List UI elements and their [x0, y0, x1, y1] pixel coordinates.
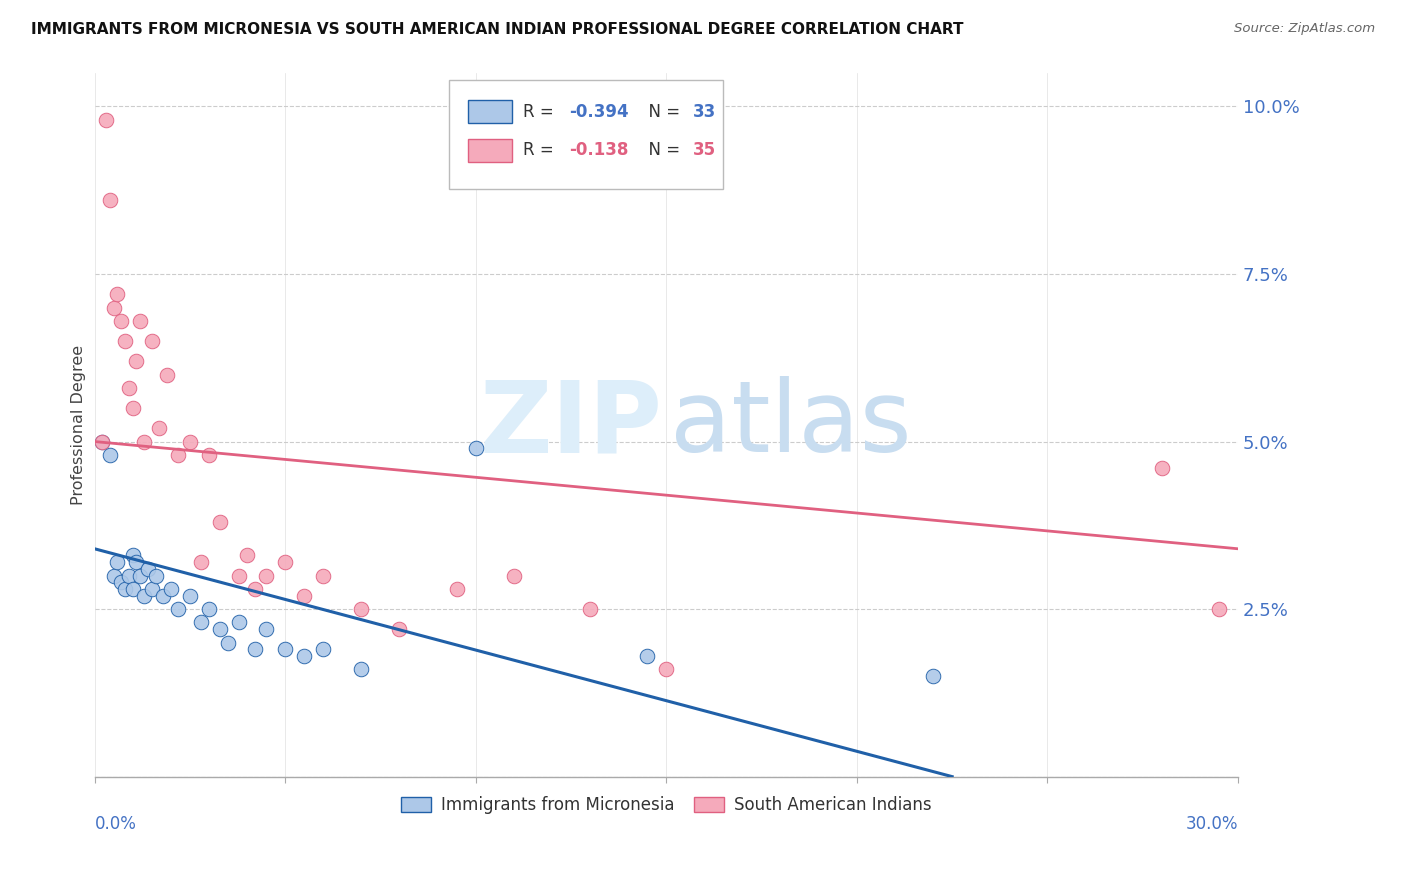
Point: [922, 669, 945, 683]
Point: [107, 287, 129, 301]
Point: [292, 648, 315, 663]
Point: [103, 301, 125, 315]
Point: [152, 589, 174, 603]
Text: 0.0%: 0.0%: [94, 815, 136, 833]
Point: [209, 515, 232, 529]
Point: [1208, 602, 1230, 616]
Point: [103, 568, 125, 582]
Point: [141, 334, 163, 348]
Point: [228, 568, 250, 582]
Text: R =: R =: [523, 103, 560, 120]
Point: [136, 562, 159, 576]
Point: [134, 434, 156, 449]
Point: [98, 448, 121, 462]
Text: atlas: atlas: [669, 376, 911, 474]
Text: R =: R =: [523, 141, 560, 160]
Point: [198, 448, 221, 462]
Point: [110, 575, 132, 590]
Point: [388, 622, 411, 636]
Point: [274, 555, 297, 569]
Text: Source: ZipAtlas.com: Source: ZipAtlas.com: [1234, 22, 1375, 36]
Point: [141, 582, 163, 596]
Point: [94, 112, 117, 127]
Point: [91, 434, 114, 449]
Point: [145, 568, 167, 582]
Point: [179, 589, 201, 603]
Point: [98, 194, 121, 208]
Point: [217, 635, 239, 649]
Point: [254, 568, 277, 582]
Text: IMMIGRANTS FROM MICRONESIA VS SOUTH AMERICAN INDIAN PROFESSIONAL DEGREE CORRELAT: IMMIGRANTS FROM MICRONESIA VS SOUTH AMER…: [31, 22, 963, 37]
Point: [243, 642, 266, 657]
Text: 33: 33: [693, 103, 716, 120]
Point: [114, 334, 136, 348]
Point: [236, 549, 259, 563]
Point: [134, 589, 156, 603]
Point: [636, 648, 658, 663]
Point: [190, 555, 212, 569]
Text: N =: N =: [638, 103, 685, 120]
FancyBboxPatch shape: [449, 80, 724, 189]
Point: [350, 602, 373, 616]
Point: [292, 589, 315, 603]
Text: 30.0%: 30.0%: [1185, 815, 1239, 833]
Point: [114, 582, 136, 596]
Point: [312, 642, 335, 657]
Point: [274, 642, 297, 657]
Point: [118, 568, 141, 582]
Text: -0.138: -0.138: [569, 141, 628, 160]
FancyBboxPatch shape: [468, 101, 512, 123]
Point: [579, 602, 602, 616]
Point: [502, 568, 524, 582]
Legend: Immigrants from Micronesia, South American Indians: Immigrants from Micronesia, South Americ…: [394, 789, 939, 821]
Text: ZIP: ZIP: [479, 376, 662, 474]
Point: [167, 602, 190, 616]
Point: [107, 555, 129, 569]
Text: N =: N =: [638, 141, 685, 160]
Point: [254, 622, 277, 636]
Point: [655, 662, 678, 676]
Point: [464, 442, 486, 456]
Point: [190, 615, 212, 630]
Text: 35: 35: [693, 141, 716, 160]
Point: [118, 381, 141, 395]
Point: [243, 582, 266, 596]
Y-axis label: Professional Degree: Professional Degree: [72, 344, 86, 505]
Point: [198, 602, 221, 616]
Point: [167, 448, 190, 462]
Point: [312, 568, 335, 582]
Point: [228, 615, 250, 630]
Point: [179, 434, 201, 449]
Point: [129, 314, 152, 328]
Point: [156, 368, 179, 382]
Point: [125, 354, 148, 368]
Point: [159, 582, 181, 596]
Point: [121, 401, 143, 415]
Point: [1150, 461, 1173, 475]
FancyBboxPatch shape: [468, 139, 512, 161]
Point: [350, 662, 373, 676]
Point: [110, 314, 132, 328]
Point: [129, 568, 152, 582]
Point: [125, 555, 148, 569]
Point: [446, 582, 468, 596]
Point: [91, 434, 114, 449]
Text: -0.394: -0.394: [569, 103, 628, 120]
Point: [209, 622, 232, 636]
Point: [121, 582, 143, 596]
Point: [121, 549, 143, 563]
Point: [148, 421, 170, 435]
